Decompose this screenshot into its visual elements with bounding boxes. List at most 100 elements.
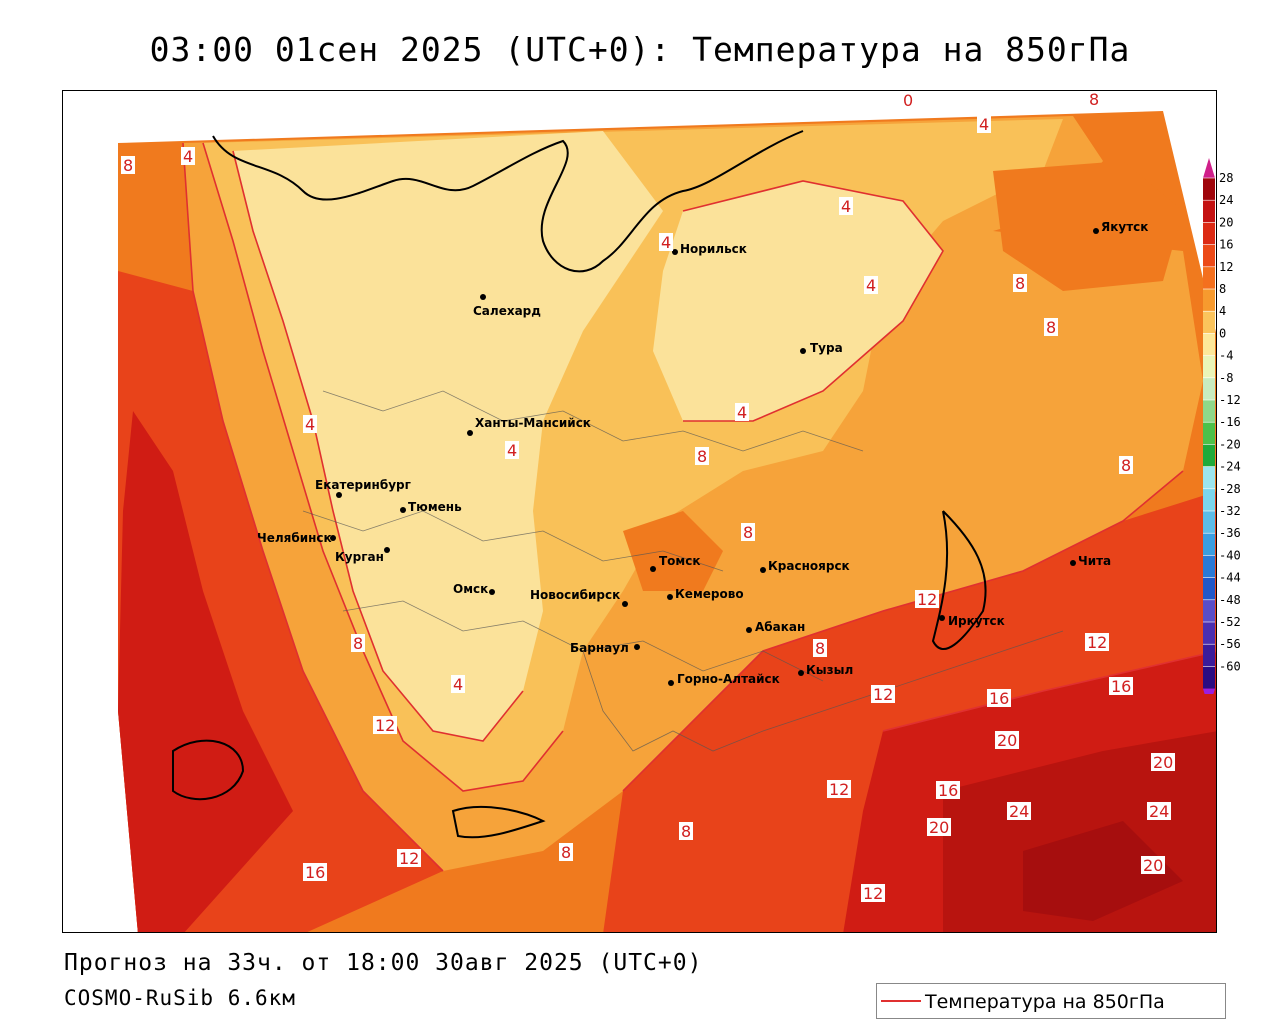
admin-borders (302, 390, 1064, 752)
temperature-map: Норильск Якутск Салехард Тура Ханты-Манс… (63, 91, 1216, 932)
svg-text:4: 4 (979, 115, 989, 134)
svg-text:Томск: Томск (659, 554, 701, 568)
isoline-label: 4 (839, 197, 853, 216)
colorbar-cell (1203, 577, 1215, 600)
svg-text:Якутск: Якутск (1101, 220, 1148, 234)
city-tyumen: Тюмень (400, 500, 462, 514)
forecast-info: Прогноз на 33ч. от 18:00 30авг 2025 (UTC… (64, 950, 703, 976)
chart-title: 03:00 01сен 2025 (UTC+0): Температура на… (149, 30, 1131, 69)
isoline-label: 8 (1087, 91, 1101, 109)
coastline (172, 130, 987, 839)
svg-text:4: 4 (453, 675, 463, 694)
svg-text:Кемерово: Кемерово (675, 587, 744, 601)
colorbar-tick-label: 28 (1219, 171, 1233, 185)
isoline-label: 4 (735, 403, 749, 422)
city-krasnoyarsk: Красноярск (760, 559, 850, 573)
colorbar-cell (1203, 377, 1215, 400)
band-24-28 (1023, 821, 1183, 921)
svg-text:12: 12 (863, 884, 883, 903)
isoline-label: 24 (1007, 802, 1031, 821)
isoline-label: 4 (977, 115, 991, 134)
svg-text:8: 8 (1089, 91, 1099, 109)
colorbar-tick-label: 4 (1219, 304, 1226, 318)
isoline-label: 12 (373, 716, 397, 735)
colorbar-arrow-top (1203, 158, 1215, 178)
band-0-4 (233, 131, 663, 741)
isoline-label: 24 (1147, 802, 1171, 821)
svg-text:4: 4 (661, 233, 671, 252)
city-yekaterinburg: Екатеринбург (315, 478, 411, 498)
city-barnaul: Барнаул (570, 641, 640, 655)
colorbar-tick-label: 8 (1219, 282, 1226, 296)
colorbar-tick-label: -40 (1219, 548, 1241, 562)
colorbar-cell (1203, 355, 1215, 378)
isoline-label: 8 (679, 822, 693, 841)
svg-text:Салехард: Салехард (473, 304, 541, 318)
isoline-label: 8 (1044, 318, 1058, 337)
svg-text:12: 12 (917, 590, 937, 609)
colorbar-cells (1203, 158, 1215, 694)
svg-text:4: 4 (866, 276, 876, 295)
colorbar-arrow-bottom (1203, 688, 1215, 694)
isoline-label: 20 (1141, 856, 1165, 875)
isoline-label: 12 (861, 884, 885, 903)
svg-text:8: 8 (681, 822, 691, 841)
svg-text:8: 8 (1015, 274, 1025, 293)
isoline-label: 4 (181, 147, 195, 166)
colorbar-cell (1203, 622, 1215, 645)
svg-text:12: 12 (399, 849, 419, 868)
isoline-label: 4 (864, 276, 878, 295)
colorbar-tick-label: -8 (1219, 371, 1233, 385)
colorbar-tick-label: 16 (1219, 238, 1233, 252)
svg-text:Кызыл: Кызыл (806, 663, 853, 677)
svg-text:8: 8 (1046, 318, 1056, 337)
svg-text:4: 4 (841, 197, 851, 216)
svg-text:4: 4 (507, 441, 517, 460)
isoline-label: 4 (451, 675, 465, 694)
city-tomsk: Томск (650, 554, 701, 572)
svg-text:4: 4 (737, 403, 747, 422)
svg-text:20: 20 (997, 731, 1017, 750)
colorbar-tick-label: 20 (1219, 215, 1233, 229)
colorbar-cell (1203, 599, 1215, 622)
isoline-label: 8 (1013, 274, 1027, 293)
legend-label: Температура на 850гПа (925, 991, 1165, 1013)
city-kemerovo: Кемерово (667, 587, 744, 601)
svg-text:Норильск: Норильск (680, 242, 747, 256)
band-0-4-north (653, 181, 943, 421)
colorbar-cell (1203, 222, 1215, 245)
colorbar-tick-label: -36 (1219, 526, 1241, 540)
colorbar-tick-label: -52 (1219, 615, 1241, 629)
colorbar-cell (1203, 533, 1215, 556)
svg-text:16: 16 (305, 863, 325, 882)
svg-text:Тура: Тура (810, 341, 843, 355)
colorbar-cell (1203, 511, 1215, 534)
colorbar-cell (1203, 266, 1215, 289)
svg-text:20: 20 (1143, 856, 1163, 875)
colorbar-ticks: 28 24 20 16 12 8 4 0 -4 -8 -12 -16 -20 -24 -28 -32 -36 -4… (1203, 171, 1241, 673)
city-chelyabinsk: Челябинск (257, 531, 336, 545)
isoline-label: 16 (1109, 677, 1133, 696)
city-omsk: Омск (453, 582, 495, 596)
colorbar-tick-label: -20 (1219, 437, 1241, 451)
model-name: COSMO-RuSib 6.6км (64, 986, 296, 1010)
colorbar-tick-label: -60 (1219, 659, 1241, 673)
city-irkutsk: Иркутск (939, 614, 1005, 628)
isoline-label: 8 (121, 156, 135, 175)
isoline-label: 8 (695, 447, 709, 466)
city-kurgan: Курган (335, 547, 390, 564)
city-abakan: Абакан (746, 620, 805, 634)
svg-text:4: 4 (183, 147, 193, 166)
isoline-label: 4 (505, 441, 519, 460)
colorbar-tick-label: -32 (1219, 504, 1241, 518)
svg-text:Абакан: Абакан (755, 620, 805, 634)
colorbar: 28 24 20 16 12 8 4 0 -4 -8 -12 -16 -20 -24 -28 -32 -36 -4… (1203, 158, 1241, 694)
svg-text:Горно-Алтайск: Горно-Алтайск (677, 672, 780, 686)
colorbar-tick-label: -12 (1219, 393, 1241, 407)
isolines (182, 142, 1216, 872)
city-gorno-altaysk: Горно-Алтайск (668, 672, 780, 686)
warm-spot-yakutsk (993, 161, 1183, 291)
isoline-label: 8 (813, 639, 827, 658)
svg-text:24: 24 (1149, 802, 1169, 821)
svg-text:12: 12 (375, 716, 395, 735)
